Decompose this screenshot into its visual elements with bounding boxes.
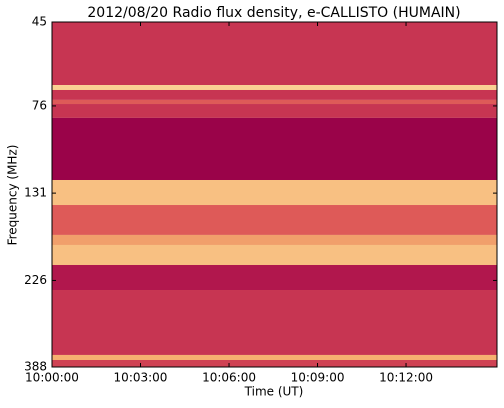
band <box>52 234 497 245</box>
x-axis-label: Time (UT) <box>244 385 304 399</box>
y-tick-label: 226 <box>24 273 47 287</box>
band <box>52 117 497 181</box>
band <box>52 99 497 105</box>
y-axis-label: Frequency (MHz) <box>6 145 20 246</box>
band <box>52 264 497 291</box>
x-tick-label: 10:09:00 <box>291 371 345 385</box>
x-tick-label: 10:00:00 <box>25 371 79 385</box>
y-tick-label: 131 <box>24 186 47 200</box>
band <box>52 85 497 90</box>
band <box>52 180 497 206</box>
x-tick-label: 10:03:00 <box>114 371 168 385</box>
x-tick-label: 10:06:00 <box>202 371 256 385</box>
y-tick-label: 76 <box>32 98 47 112</box>
y-tick-label: 45 <box>32 15 47 29</box>
x-tick-label: 10:12:00 <box>379 371 433 385</box>
band <box>52 89 497 100</box>
band <box>52 290 497 355</box>
band <box>52 359 497 367</box>
band <box>52 244 497 265</box>
band <box>52 22 497 86</box>
plot-frame <box>51 21 498 368</box>
chart-title: 2012/08/20 Radio flux density, e-CALLIST… <box>87 5 460 21</box>
band <box>52 104 497 118</box>
band <box>52 354 497 360</box>
band <box>52 205 497 235</box>
y-tick-label: 388 <box>24 360 47 374</box>
